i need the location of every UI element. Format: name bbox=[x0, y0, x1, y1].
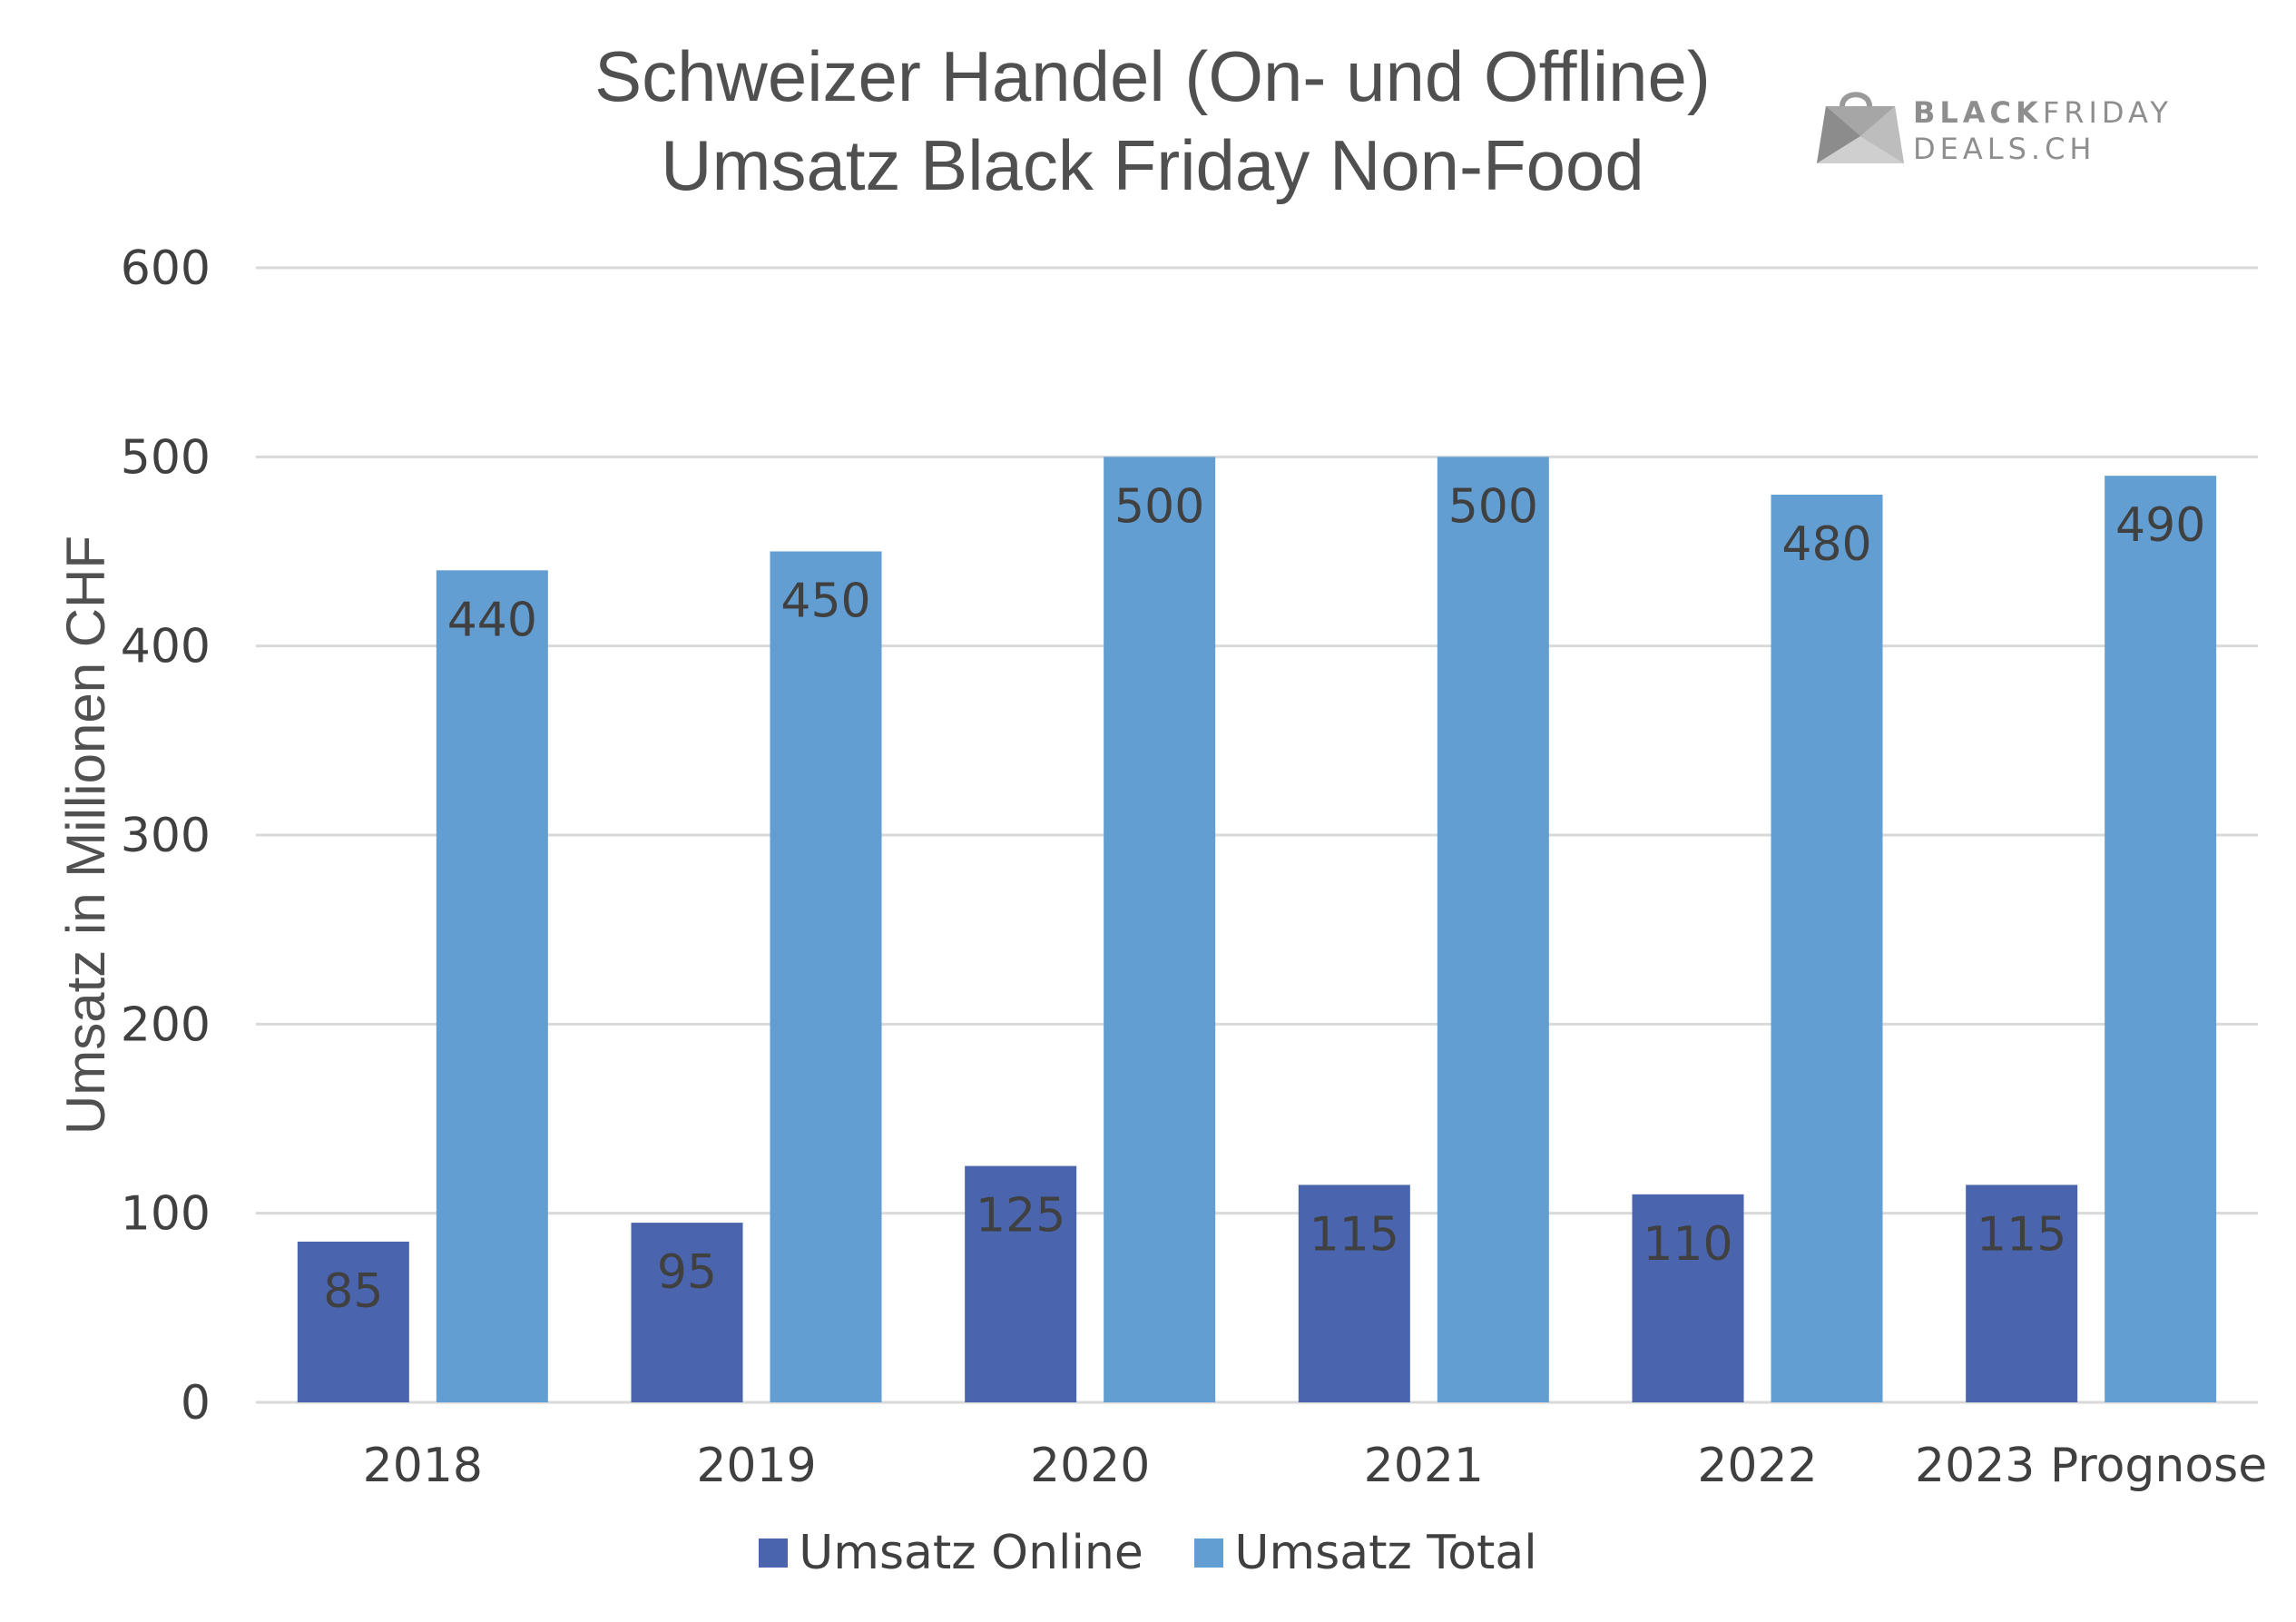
bar-online bbox=[965, 1165, 1077, 1402]
x-tick-label: 2022 bbox=[1697, 1439, 1817, 1493]
data-label: 115 bbox=[1310, 1207, 1399, 1262]
legend-swatch-online bbox=[759, 1538, 789, 1568]
data-label: 110 bbox=[1643, 1217, 1732, 1272]
x-tick-label: 2023 Prognose bbox=[1915, 1439, 2267, 1493]
bar-total bbox=[770, 551, 882, 1402]
y-tick-label: 300 bbox=[121, 809, 211, 863]
data-label: 125 bbox=[976, 1189, 1065, 1244]
data-label: 480 bbox=[1781, 517, 1871, 572]
bar-online bbox=[297, 1241, 409, 1402]
x-tick-label: 2018 bbox=[363, 1439, 483, 1493]
y-tick-label: 0 bbox=[181, 1376, 211, 1430]
x-tick-label: 2020 bbox=[1030, 1439, 1150, 1493]
legend-item-online: Umsatz Online bbox=[759, 1526, 1143, 1580]
bar-total bbox=[1104, 457, 1216, 1402]
bar-total bbox=[2105, 476, 2217, 1402]
bars bbox=[297, 457, 2217, 1402]
y-tick-label: 600 bbox=[121, 241, 211, 296]
chart-title-line-2: Umsatz Black Friday Non-Food bbox=[661, 125, 1644, 205]
logo-text-line-1: BLACKFRIDAY bbox=[1913, 95, 2173, 130]
x-tick-label: 2021 bbox=[1364, 1439, 1484, 1493]
y-tick-label: 400 bbox=[121, 620, 211, 674]
data-label: 440 bbox=[447, 593, 537, 647]
bar-online bbox=[1966, 1185, 2078, 1402]
data-label: 85 bbox=[323, 1264, 383, 1319]
data-label: 115 bbox=[1977, 1207, 2066, 1262]
legend-item-total: Umsatz Total bbox=[1194, 1526, 1537, 1580]
data-labels: 85 440 95 450 125 500 115 500 110 480 115 490 bbox=[323, 479, 2205, 1319]
bar-online bbox=[1298, 1185, 1410, 1402]
data-label: 95 bbox=[657, 1245, 717, 1300]
brand-logo: BLACKFRIDAY DEALS.CH bbox=[1815, 86, 2168, 172]
bar-total bbox=[1437, 457, 1549, 1402]
bar-total bbox=[436, 570, 548, 1402]
gridlines bbox=[256, 266, 2258, 1404]
logo-text-line-2: DEALS.CH bbox=[1913, 132, 2096, 166]
data-label: 450 bbox=[780, 575, 870, 629]
legend-label-total: Umsatz Total bbox=[1234, 1526, 1537, 1580]
y-tick-label: 100 bbox=[121, 1187, 211, 1242]
y-tick-label: 500 bbox=[121, 430, 211, 485]
axes: 0 100 200 300 400 500 600 Umsatz in Millionen C… bbox=[55, 241, 2267, 1493]
shopping-bag-icon bbox=[1817, 92, 1904, 163]
legend: Umsatz Online Umsatz Total bbox=[0, 1525, 2296, 1580]
y-tick-label: 200 bbox=[121, 998, 211, 1052]
data-label: 500 bbox=[1448, 479, 1538, 534]
legend-swatch-total bbox=[1194, 1538, 1224, 1568]
bar-online bbox=[1632, 1194, 1744, 1402]
bar-online bbox=[631, 1223, 743, 1402]
chart-title-line-1: Schweizer Handel (On- und Offline) bbox=[594, 36, 1711, 116]
data-label: 500 bbox=[1114, 479, 1204, 534]
bar-total bbox=[1771, 495, 1883, 1402]
y-axis-label: Umsatz in Millionen CHF bbox=[55, 536, 116, 1135]
data-label: 490 bbox=[2115, 498, 2205, 553]
legend-label-online: Umsatz Online bbox=[799, 1526, 1143, 1580]
x-tick-label: 2019 bbox=[696, 1439, 816, 1493]
